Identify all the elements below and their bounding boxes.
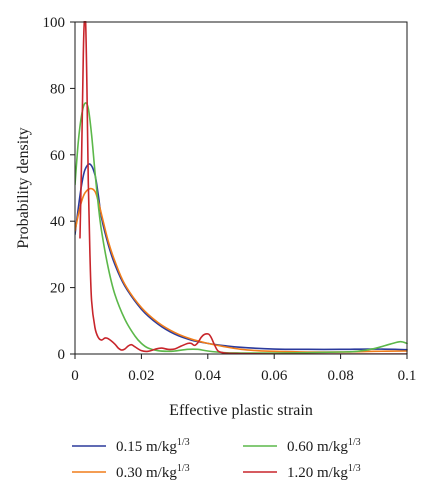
axes: 0 0.02 0.04 0.06 0.08 0.1 0 20 40 60 80 100 Effectiv…	[15, 15, 416, 419]
legend: 0.15 m/kg1/3 0.60 m/kg1/3 0.30 m/kg1/3 1.20…	[72, 437, 361, 481]
plot-frame	[74, 21, 408, 355]
legend-label: 0.30 m/kg1/3	[116, 463, 190, 481]
legend-label: 1.20 m/kg1/3	[287, 463, 361, 481]
series-group	[75, 21, 408, 354]
y-tick-label: 100	[43, 15, 66, 31]
x-tick-label: 0.04	[195, 368, 222, 384]
x-tick-label: 0.06	[261, 368, 288, 384]
legend-item-1: 0.15 m/kg1/3	[72, 437, 190, 455]
series-line-1	[75, 163, 408, 351]
y-tick-label: 80	[50, 81, 65, 97]
legend-item-3: 0.60 m/kg1/3	[243, 437, 361, 455]
y-axis-title: Probability density	[15, 127, 32, 248]
x-tick-label: 0.02	[128, 368, 154, 384]
legend-item-4: 1.20 m/kg1/3	[243, 463, 361, 481]
legend-label: 0.15 m/kg1/3	[116, 437, 190, 455]
series-line-3	[75, 102, 408, 354]
y-tick-label: 60	[50, 148, 65, 164]
x-axis-title: Effective plastic strain	[169, 402, 313, 419]
y-tick-label: 0	[58, 347, 66, 363]
legend-item-2: 0.30 m/kg1/3	[72, 463, 190, 481]
series-line-2	[75, 187, 408, 353]
series-line-4	[79, 21, 408, 354]
legend-label: 0.60 m/kg1/3	[287, 437, 361, 455]
y-tick-label: 40	[50, 214, 65, 230]
x-tick-label: 0	[71, 368, 79, 384]
x-tick-label: 0.1	[398, 368, 417, 384]
y-tick-label: 20	[50, 281, 65, 297]
x-tick-label: 0.08	[327, 368, 353, 384]
